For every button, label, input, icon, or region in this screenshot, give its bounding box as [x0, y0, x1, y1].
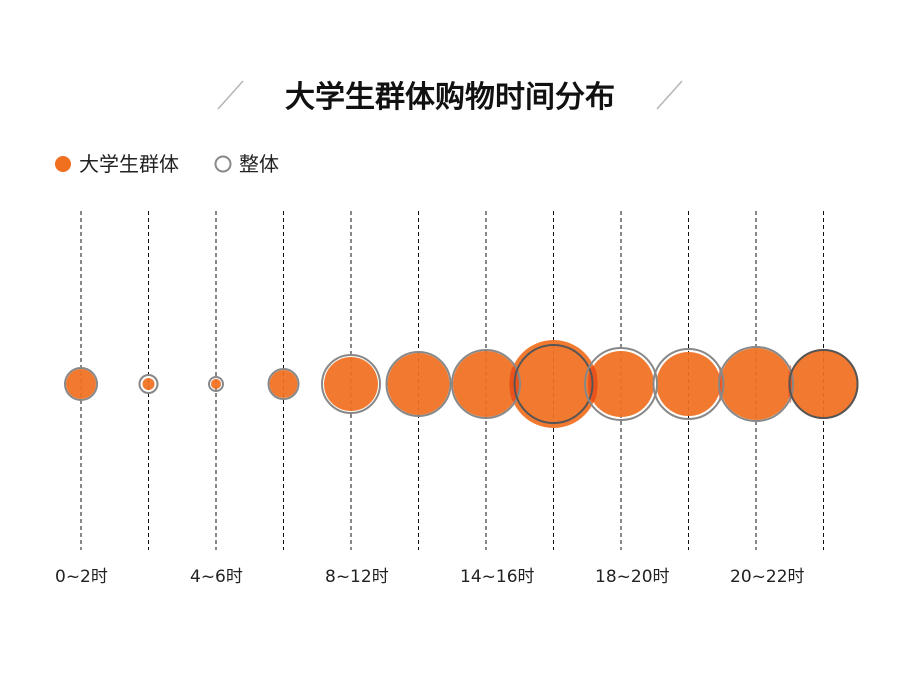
student-bubble-10	[720, 348, 792, 420]
overall-bubble-11	[788, 349, 859, 419]
title-slash-right	[656, 80, 683, 110]
overall-bubble-0	[64, 367, 98, 401]
tick-label-10: 20~22时	[730, 567, 805, 587]
title-slash-left	[217, 80, 244, 110]
x-axis-tick-labels: 0~2时 4~6时 8~12时 14~16时 18~20时 20~22时	[55, 567, 805, 587]
overall-bubble-10	[718, 346, 794, 422]
tick-label-0: 0~2时	[55, 567, 108, 587]
tick-label-8: 18~20时	[595, 567, 670, 587]
overall-bubble-5	[385, 351, 452, 417]
student-bubble-5	[387, 353, 450, 415]
legend: 大学生群体 整体	[55, 152, 279, 176]
legend-overall-swatch	[214, 155, 232, 173]
student-bubble-0	[66, 369, 96, 399]
tick-label-2: 4~6时	[190, 567, 243, 587]
overall-bubble-7	[513, 344, 594, 424]
tick-label-6: 14~16时	[460, 567, 535, 587]
student-bubble-6	[453, 351, 519, 417]
chart-title-text: 大学生群体购物时间分布	[285, 80, 615, 115]
overall-bubble-1	[138, 374, 159, 394]
overall-bubbles	[64, 344, 859, 424]
legend-student-swatch	[55, 156, 71, 172]
overall-bubble-4	[321, 354, 381, 414]
student-bubbles	[66, 340, 859, 428]
overall-bubble-9	[652, 348, 725, 420]
legend-student-label: 大学生群体	[79, 152, 179, 176]
student-bubble-4	[324, 357, 378, 411]
student-bubble-11	[788, 349, 859, 419]
student-bubble-2	[211, 379, 221, 389]
legend-overall-label: 整体	[239, 152, 279, 176]
student-bubble-1	[142, 378, 155, 390]
overall-bubble-6	[451, 349, 521, 419]
tick-label-4: 8~12时	[325, 567, 389, 587]
student-bubble-8	[588, 351, 654, 417]
student-bubble-3	[269, 370, 298, 398]
chart-title: 大学生群体购物时间分布	[217, 80, 683, 115]
overall-bubble-3	[267, 368, 300, 400]
student-bubble-9	[656, 352, 721, 416]
overall-bubble-2	[208, 376, 224, 392]
student-bubble-7	[509, 340, 598, 428]
overall-bubble-8	[584, 347, 658, 421]
